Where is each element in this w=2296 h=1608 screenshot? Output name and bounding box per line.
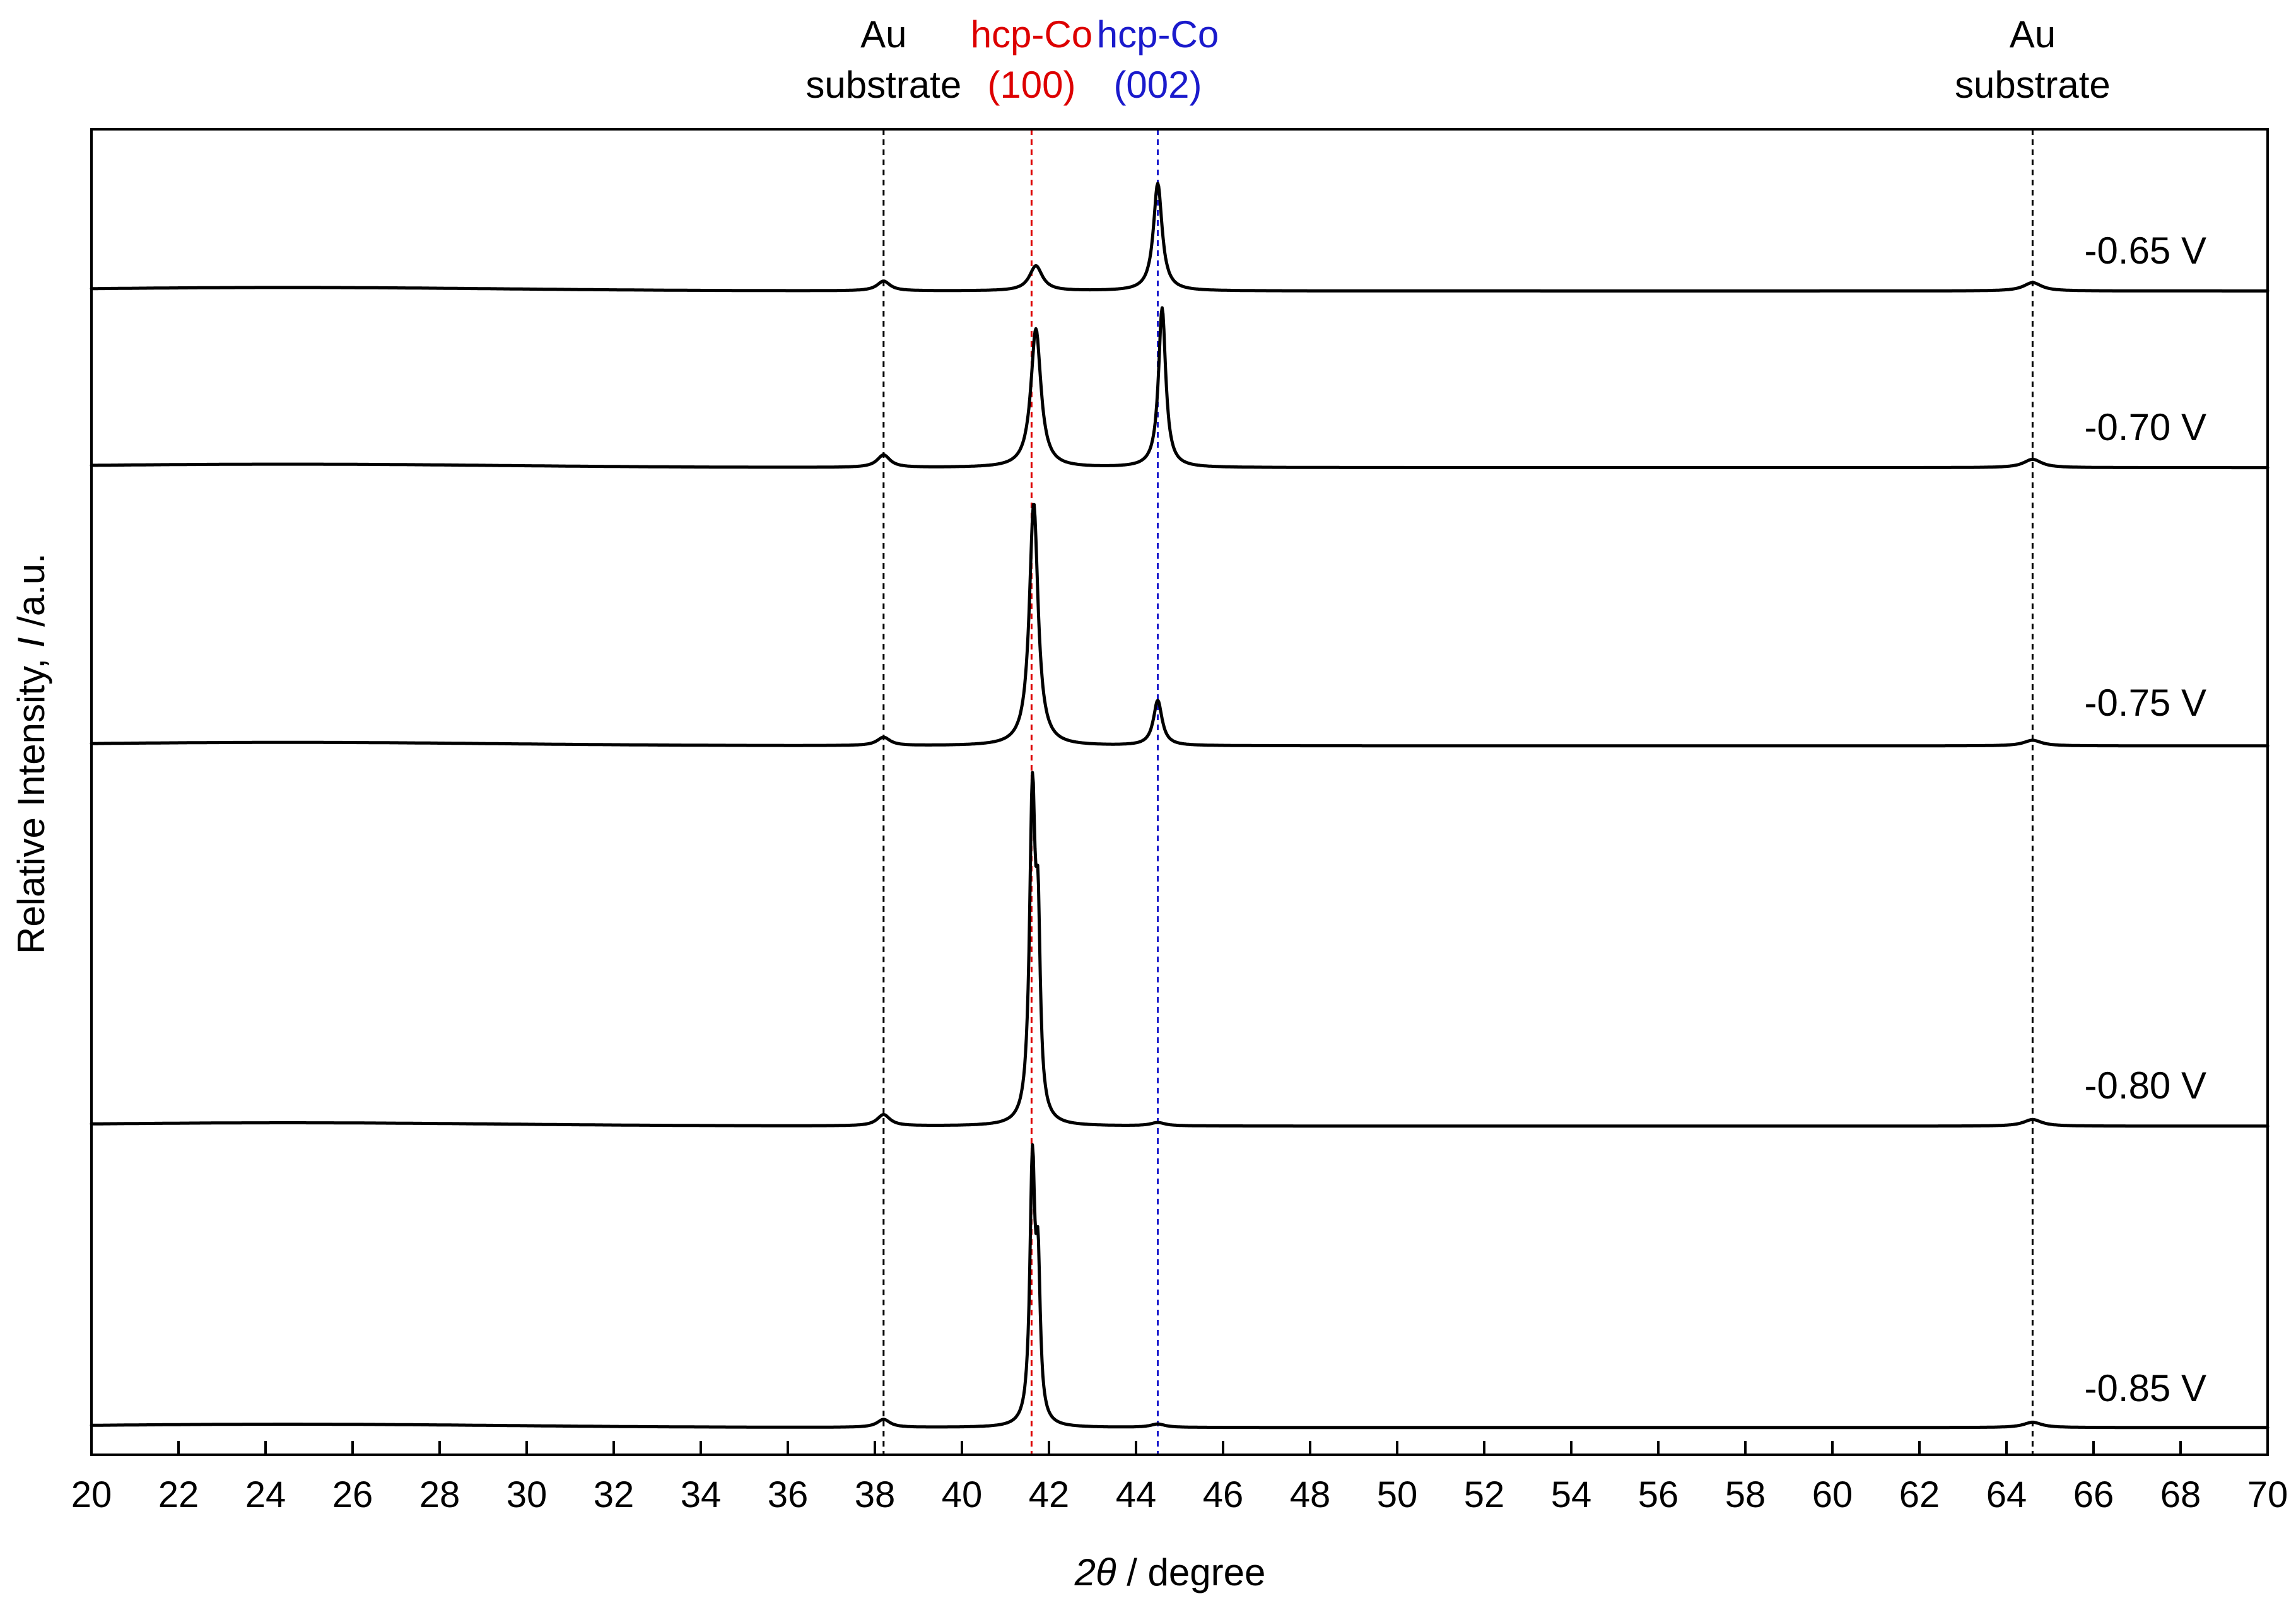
reference-label-top: hcp-Co — [1097, 13, 1219, 55]
x-tick-label: 30 — [507, 1474, 548, 1515]
x-tick-label: 48 — [1290, 1474, 1331, 1515]
x-axis-tick-labels: 20 22 24 26 28 30 32 34 36 38 40 42 44 46 48 50 52 54 56 58… — [71, 1474, 2288, 1515]
reference-label-top: hcp-Co — [971, 13, 1092, 55]
series-trace — [90, 306, 2270, 470]
y-axis-title: Relative Intensity, I /a.u. — [10, 553, 52, 954]
series-label: -0.65 V — [2085, 230, 2206, 272]
reference-label-bottom: (100) — [987, 64, 1075, 106]
x-tick-label: 26 — [332, 1474, 373, 1515]
x-tick-label: 42 — [1029, 1474, 1070, 1515]
series-trace — [90, 1143, 2270, 1430]
x-tick-label: 40 — [942, 1474, 983, 1515]
series-labels: -0.65 V -0.70 V -0.75 V -0.80 V -0.85 V — [2085, 230, 2206, 1409]
y-axis-unit: /a.u. — [10, 553, 52, 637]
x-tick-label: 66 — [2073, 1474, 2114, 1515]
x-axis-unit: / degree — [1116, 1551, 1266, 1593]
x-tick-label: 46 — [1203, 1474, 1244, 1515]
series-trace — [90, 182, 2270, 293]
reference-labels: Ausubstratehcp-Co(100)hcp-Co(002)Ausubst… — [805, 13, 2110, 106]
x-tick-label: 20 — [71, 1474, 112, 1515]
x-tick-label: 58 — [1725, 1474, 1766, 1515]
x-tick-label: 28 — [419, 1474, 460, 1515]
x-axis-ticks — [90, 1441, 2269, 1455]
x-tick-label: 64 — [1986, 1474, 2027, 1515]
x-tick-label: 44 — [1116, 1474, 1157, 1515]
x-tick-label: 24 — [245, 1474, 286, 1515]
series-label: -0.85 V — [2085, 1367, 2206, 1409]
y-axis-symbol: I — [10, 637, 52, 648]
series-label: -0.70 V — [2085, 406, 2206, 448]
series-traces — [90, 182, 2270, 1430]
reference-label-top: Au — [860, 13, 906, 55]
x-tick-label: 38 — [855, 1474, 896, 1515]
x-tick-label: 50 — [1377, 1474, 1418, 1515]
x-tick-label: 70 — [2247, 1474, 2288, 1515]
x-tick-label: 52 — [1464, 1474, 1505, 1515]
x-tick-label: 60 — [1812, 1474, 1853, 1515]
reference-label-bottom: (002) — [1113, 64, 1202, 106]
x-tick-label: 54 — [1551, 1474, 1592, 1515]
x-tick-label: 62 — [1899, 1474, 1940, 1515]
x-tick-label: 56 — [1638, 1474, 1679, 1515]
y-axis-label: Relative Intensity, — [10, 648, 52, 954]
reference-label-bottom: substrate — [1955, 64, 2111, 106]
series-trace — [90, 771, 2270, 1128]
x-tick-label: 68 — [2160, 1474, 2201, 1515]
series-label: -0.80 V — [2085, 1064, 2206, 1107]
x-axis-symbol: 2θ — [1074, 1551, 1116, 1593]
x-tick-label: 32 — [594, 1474, 635, 1515]
reference-label-top: Au — [2010, 13, 2056, 55]
x-tick-label: 34 — [681, 1474, 722, 1515]
x-tick-label: 22 — [158, 1474, 199, 1515]
x-tick-label: 36 — [768, 1474, 809, 1515]
x-axis-title: 2θ / degree — [1074, 1551, 1266, 1593]
plot-frame — [90, 128, 2269, 1456]
series-trace — [90, 503, 2270, 748]
series-label: -0.75 V — [2085, 682, 2206, 724]
reference-label-bottom: substrate — [805, 64, 961, 106]
